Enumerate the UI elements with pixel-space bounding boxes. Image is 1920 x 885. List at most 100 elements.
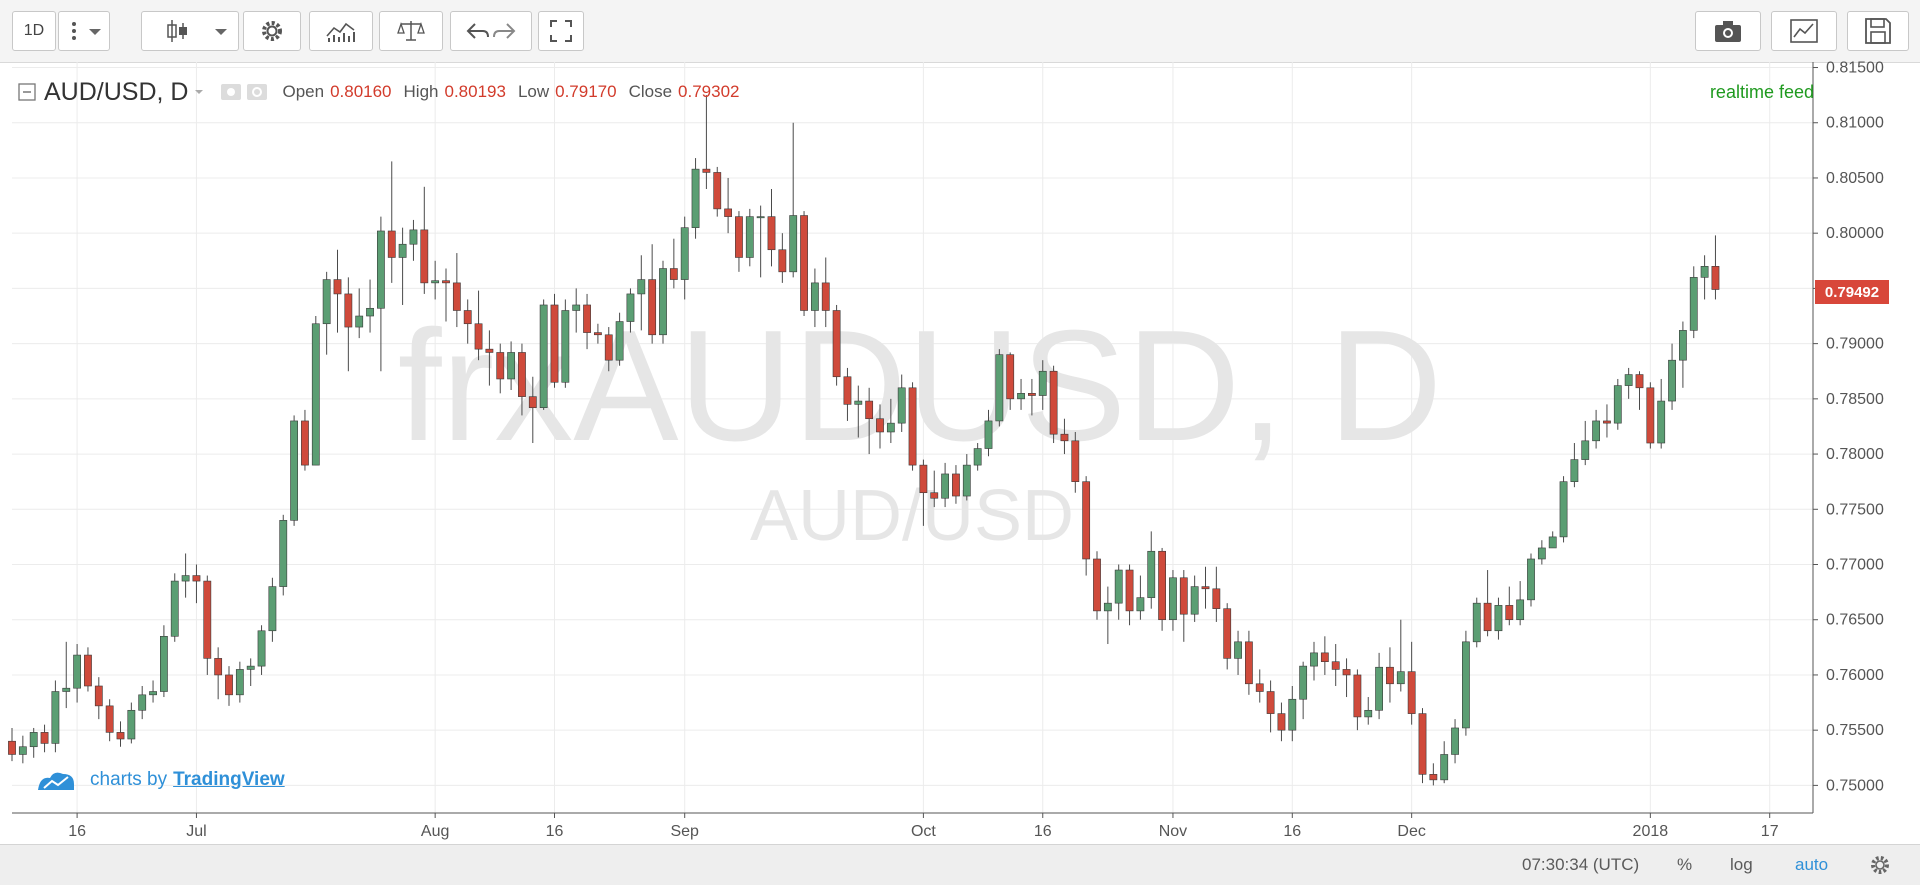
candle-body xyxy=(1429,774,1438,781)
candle-body xyxy=(1407,671,1416,714)
indicators-icon xyxy=(326,22,355,42)
chart-window-icon xyxy=(1790,19,1818,43)
candle-body xyxy=(1375,666,1383,711)
candle xyxy=(919,459,928,526)
candle-body xyxy=(1494,605,1503,632)
auto-toggle[interactable]: auto xyxy=(1795,855,1829,874)
candle-body xyxy=(1364,709,1373,718)
candle-body xyxy=(1418,713,1427,775)
candle xyxy=(1418,708,1427,784)
candle xyxy=(767,189,776,267)
settings-button[interactable] xyxy=(243,11,301,51)
candle xyxy=(203,575,212,675)
candle xyxy=(930,470,939,508)
candle-body xyxy=(1320,652,1329,662)
candle xyxy=(886,398,895,444)
eye-icon[interactable] xyxy=(220,82,242,102)
symbol-title[interactable]: AUD/USD, D xyxy=(44,77,189,106)
candle-body xyxy=(561,310,570,383)
candle xyxy=(1310,641,1318,681)
candle-body xyxy=(1266,691,1275,714)
candle xyxy=(442,268,450,322)
chart-properties-gear-icon[interactable] xyxy=(1868,853,1892,877)
collapse-icon[interactable] xyxy=(18,83,36,101)
candle-body xyxy=(268,586,277,632)
high-label: High xyxy=(403,82,439,101)
candle xyxy=(724,177,732,234)
candle xyxy=(583,293,591,350)
candle-body xyxy=(1125,569,1134,612)
candle xyxy=(1396,619,1405,692)
candle-body xyxy=(105,705,114,733)
candle xyxy=(550,293,559,388)
candle xyxy=(995,349,1004,427)
candle xyxy=(84,647,92,692)
candle-body xyxy=(810,282,819,311)
chart-legend: AUD/USD, D Open 0.80160 High 0.80193 Low 0.… xyxy=(18,78,752,106)
compare-button[interactable] xyxy=(379,11,443,51)
popup-chart-button[interactable] xyxy=(1771,11,1837,51)
candle-body xyxy=(485,348,494,353)
candle-body xyxy=(257,630,266,667)
brand-name-link[interactable]: TradingView xyxy=(173,769,285,790)
candle-body xyxy=(1179,577,1188,615)
candle xyxy=(105,699,114,742)
candle xyxy=(8,727,16,762)
log-toggle[interactable]: log xyxy=(1730,855,1753,874)
snapshot-button[interactable] xyxy=(1695,11,1761,51)
candle-body xyxy=(355,315,364,328)
settings-small-icon[interactable] xyxy=(246,82,268,102)
candle xyxy=(507,341,515,391)
candle-body xyxy=(246,665,255,670)
candle-body xyxy=(1255,683,1264,692)
candle-body xyxy=(572,304,581,311)
chart-type-button[interactable] xyxy=(141,11,239,51)
candle-body xyxy=(1581,440,1590,460)
redo-icon[interactable] xyxy=(491,20,517,42)
candle-body xyxy=(1103,602,1112,612)
y-tick-label: 0.76500 xyxy=(1826,612,1884,629)
candle-body xyxy=(1331,661,1340,670)
candle xyxy=(18,735,27,764)
candle xyxy=(279,514,288,596)
candle-series xyxy=(8,95,1720,786)
save-button[interactable] xyxy=(1847,11,1909,51)
clock-time: 07:30:34 (UTC) xyxy=(1522,855,1640,874)
candle xyxy=(561,299,570,388)
candle xyxy=(1190,575,1199,622)
candle-body xyxy=(1451,727,1459,755)
x-tick-label: 16 xyxy=(1283,823,1301,840)
candle xyxy=(821,257,830,328)
candle-body xyxy=(941,473,949,499)
candle-body xyxy=(615,321,624,361)
candle-body xyxy=(1570,459,1579,482)
interval-button[interactable]: 1D xyxy=(12,11,56,51)
undo-icon[interactable] xyxy=(465,20,491,42)
candle-body xyxy=(973,448,982,466)
candle-body xyxy=(648,279,657,336)
candle xyxy=(637,255,646,331)
candle xyxy=(528,376,537,444)
candle xyxy=(789,122,798,278)
candle-body xyxy=(669,268,678,280)
candle xyxy=(431,260,440,300)
symbol-dropdown-icon[interactable] xyxy=(192,85,206,99)
tradingview-branding[interactable]: charts by TradingView xyxy=(36,768,285,792)
candle-body xyxy=(876,418,884,433)
candle xyxy=(496,343,505,394)
interval-dropdown-button[interactable] xyxy=(58,11,110,51)
candle-body xyxy=(1147,550,1156,598)
candle xyxy=(1548,531,1557,549)
percent-toggle[interactable]: % xyxy=(1677,855,1693,874)
candle-body xyxy=(160,635,168,692)
candle xyxy=(1603,404,1611,438)
candle-body xyxy=(930,492,939,499)
save-icon xyxy=(1865,18,1891,44)
fullscreen-button[interactable] xyxy=(538,11,584,51)
indicators-button[interactable] xyxy=(309,11,373,51)
undo-redo-group xyxy=(450,11,532,51)
candle-body xyxy=(94,685,103,707)
candle-body xyxy=(235,669,244,696)
candle-body xyxy=(496,352,505,380)
